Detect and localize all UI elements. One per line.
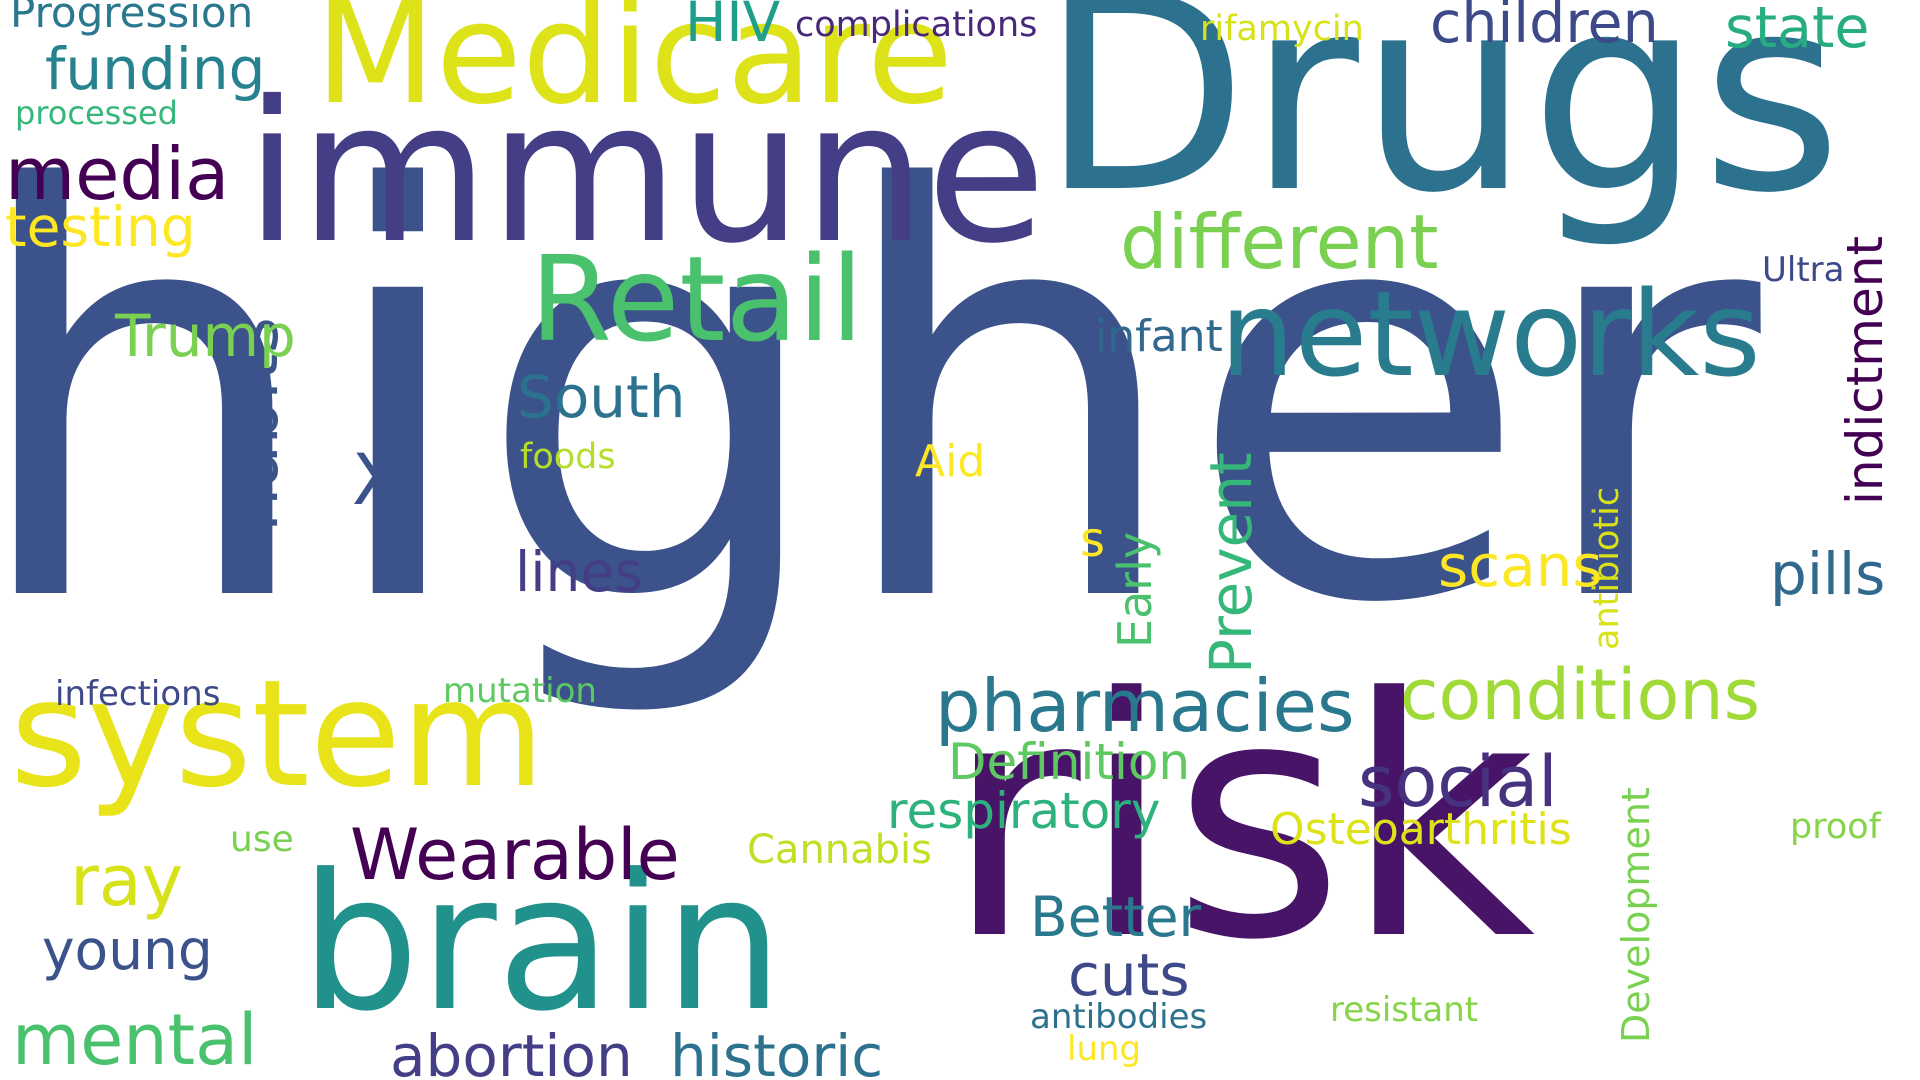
w-infections: infections [55, 674, 221, 714]
w-retail: Retail [530, 230, 864, 368]
w-risk: risk [945, 628, 1536, 1012]
w-better: Better [1030, 885, 1202, 949]
w-wearable: Wearable [350, 814, 680, 896]
w-antibodies: antibodies [1030, 997, 1208, 1037]
w-pills: pills [1770, 540, 1886, 608]
w-ultra: Ultra [1762, 250, 1845, 290]
w-infant: infant [1095, 311, 1223, 362]
w-trump: Trump [115, 302, 296, 370]
w-use: use [230, 819, 294, 860]
w-proof: proof [1790, 807, 1881, 847]
w-state: state [1725, 0, 1870, 61]
w-testing: testing [5, 195, 196, 259]
w-cannabis: Cannabis [747, 827, 932, 873]
w-x: X [352, 439, 400, 521]
w-different: different [1120, 198, 1439, 286]
w-abortion: abortion [390, 1022, 633, 1080]
w-lung: lung [1067, 1029, 1142, 1069]
w-system: system [10, 648, 546, 820]
w-cuts: cuts [1068, 941, 1190, 1009]
w-children: children [1430, 0, 1659, 56]
w-osteoarthritis: Osteoarthritis [1270, 804, 1572, 855]
w-hiv: HIV [685, 0, 781, 54]
w-indictment: indictment [1836, 235, 1894, 505]
w-mutation: mutation [443, 671, 597, 711]
w-aid: Aid [915, 436, 986, 487]
w-pharmacies: pharmacies [935, 664, 1355, 748]
w-early: Early [1108, 531, 1162, 648]
w-foods: foods [520, 437, 616, 477]
w-prevent: Prevent [1197, 451, 1265, 674]
w-resistant: resistant [1330, 990, 1479, 1030]
w-historic: historic [670, 1022, 884, 1080]
w-drugs: Drugs [1040, 0, 1843, 252]
w-s: s [1080, 512, 1106, 568]
w-young: young [42, 918, 213, 982]
w-social: social [1358, 741, 1558, 823]
w-complications: complications [795, 5, 1038, 45]
w-funding: funding [45, 35, 266, 103]
w-scans: scans [1438, 532, 1603, 600]
w-medicare: Medicare [315, 0, 954, 136]
w-south: South [517, 363, 686, 431]
w-ray: ray [70, 840, 184, 922]
w-respiratory: respiratory [887, 782, 1161, 840]
w-processed: processed [15, 94, 178, 132]
w-conditions: conditions [1400, 654, 1761, 736]
w-immune: immune [245, 59, 1047, 286]
w-development: Development [1614, 786, 1658, 1043]
w-media: media [5, 132, 230, 216]
w-mental: mental [12, 999, 258, 1080]
w-progression: Progression [10, 0, 254, 37]
w-networks: networks [1220, 265, 1761, 403]
w-brain: brain [300, 834, 784, 1053]
w-rifamycin: rifamycin [1200, 9, 1364, 49]
w-lines: lines [515, 540, 643, 604]
w-definition: Definition [948, 733, 1191, 791]
w-higher: higher [0, 74, 1761, 726]
